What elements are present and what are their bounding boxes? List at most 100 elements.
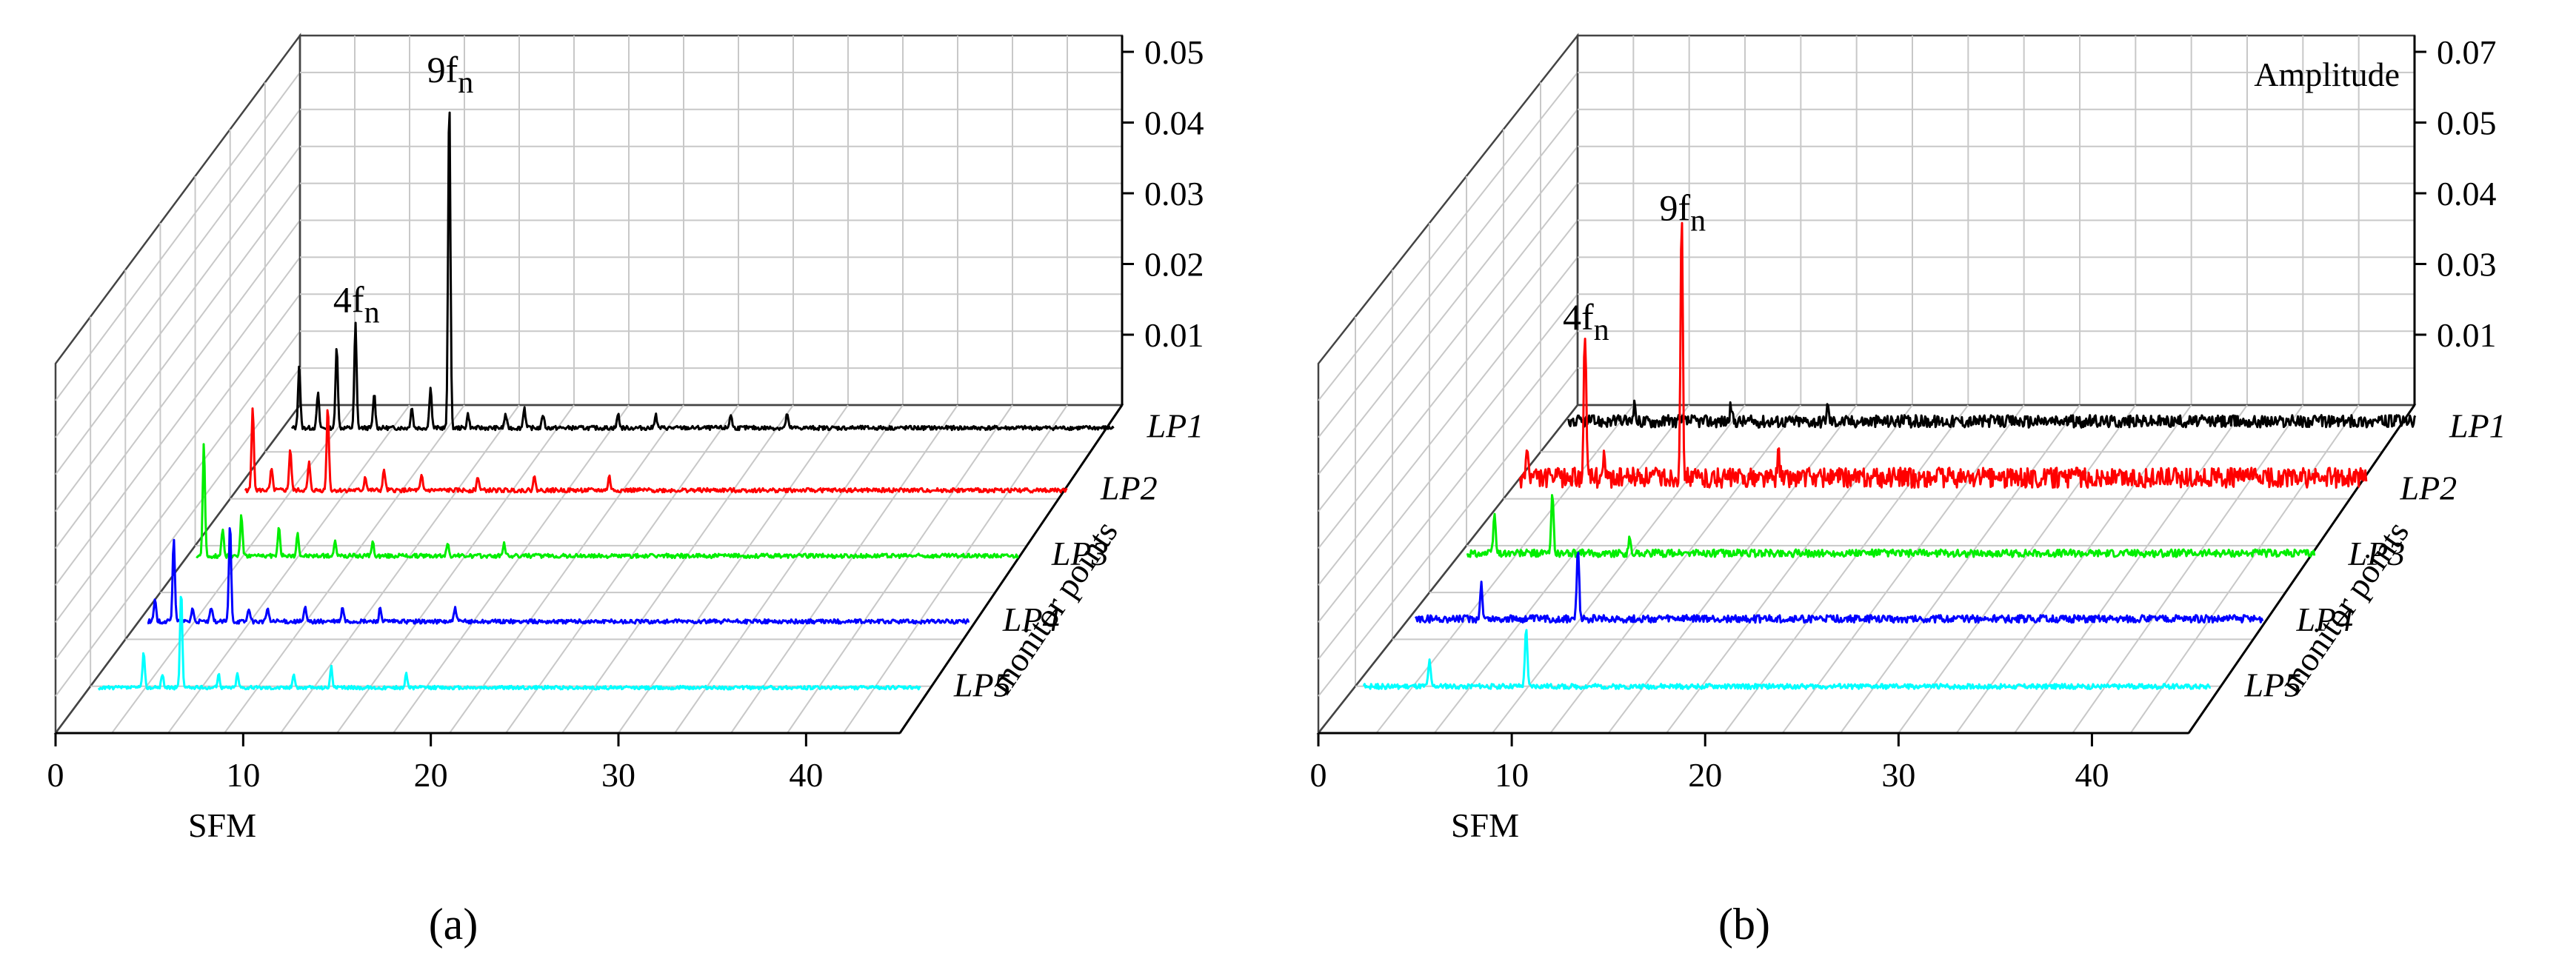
spectrum-line-lp4 (147, 526, 970, 625)
floor-gridline (2072, 404, 2304, 734)
x-tick-label: 10 (226, 756, 260, 794)
floor-gridline (1549, 404, 1802, 734)
floor-gridline (167, 404, 410, 734)
floor-gridline (1666, 404, 1913, 734)
x-tick-label: 20 (1688, 756, 1722, 794)
amplitude-tick-label: 0.01 (1144, 316, 1204, 354)
series-label-lp1: LP1 (1147, 407, 1204, 444)
floor-gridline (730, 404, 958, 734)
left-wall-gridline (55, 109, 301, 438)
peak-annotation: 4fn (1563, 296, 1609, 347)
panel-caption: (a) (429, 900, 478, 949)
left-wall-gridline (1318, 146, 1578, 475)
series-label-lp4: LP4 (2296, 601, 2354, 638)
floor-gridline (224, 404, 465, 734)
floor-gridline (1607, 404, 1858, 734)
x-tick-label: 20 (414, 756, 448, 794)
panel-caption: (b) (1718, 900, 1770, 949)
floor-gridline (674, 404, 904, 734)
series-label-lp5: LP5 (2244, 666, 2302, 703)
floor-gridline (336, 404, 575, 734)
amplitude-tick-label: 0.01 (2437, 316, 2497, 354)
amplitude-tick-label: 0.04 (2437, 175, 2497, 213)
x-tick-label: 40 (789, 756, 823, 794)
floor-gridline (505, 404, 739, 734)
spectrum-line-lp2 (244, 407, 1068, 494)
amplitude-tick-label: 0.07 (2437, 33, 2497, 71)
x-tick-label: 0 (47, 756, 64, 794)
floor-gridline (393, 404, 630, 734)
left-wall-gridline (1318, 367, 1578, 697)
floor-gridline (1375, 404, 1635, 734)
chart-panel-b: 0.01 0.03 0.04 0.05 0.07 Amplitude 0 10 20 30 40 SF… (1310, 33, 2506, 949)
amplitude-tick-label: 0.05 (2437, 104, 2497, 142)
floor-gridline (618, 404, 849, 734)
left-wall-gridline (55, 183, 301, 512)
floor-gridline (787, 404, 1013, 734)
x-tick-label: 10 (1495, 756, 1529, 794)
left-wall-gridline (55, 256, 301, 586)
series-label-lp5: LP5 (953, 666, 1011, 703)
left-wall-gridline (1318, 219, 1578, 549)
left-wall-gridline (55, 293, 301, 623)
floor-gridline (2129, 404, 2360, 734)
series-label-lp3: LP3 (1051, 535, 1109, 572)
peak-annotation-base: 4f (1563, 296, 1594, 338)
x-axis-title: SFM (188, 806, 256, 844)
left-wall-gridline (1318, 182, 1578, 512)
spectrum-line-lp3 (1466, 494, 2316, 558)
amplitude-tick-label: 0.02 (1144, 246, 1204, 284)
amplitude-tick-label: 0.04 (1144, 104, 1204, 142)
floor-gridline (1492, 404, 1746, 734)
floor-gridline (111, 404, 356, 734)
floor-gridline (1781, 404, 2025, 734)
left-wall-gridline (1318, 72, 1578, 401)
spectrum-line-lp2 (1518, 221, 2368, 489)
peak-annotation-subscript: n (1690, 204, 1706, 238)
peak-annotation-subscript: n (1594, 313, 1609, 347)
peak-annotation-subscript: n (364, 295, 380, 330)
amplitude-tick-label: 0.05 (1144, 33, 1204, 71)
depth-axis (2187, 404, 2416, 734)
depth-axis (898, 404, 1124, 734)
floor-gridline (561, 404, 794, 734)
left-wall-gridline (55, 146, 301, 475)
series-label-lp1: LP1 (2449, 407, 2506, 444)
left-wall-gridline (55, 72, 301, 401)
peak-annotation-base: 9f (1660, 187, 1691, 228)
x-tick-label: 0 (1310, 756, 1327, 794)
x-tick-label: 30 (601, 756, 635, 794)
left-wall-gridline (55, 367, 301, 697)
spectrum-line-lp1 (1567, 399, 2417, 429)
x-axis-title: SFM (1451, 806, 1519, 844)
peak-annotation: 9fn (1660, 187, 1706, 238)
floor-gridline (1898, 404, 2137, 734)
amplitude-tick-label: 0.03 (1144, 175, 1204, 213)
floor-gridline (1724, 404, 1969, 734)
floor-gridline (449, 404, 684, 734)
floor-gridline (843, 404, 1068, 734)
peak-annotation-subscript: n (458, 66, 473, 100)
peak-annotation: 4fn (333, 278, 380, 330)
left-wall-gridline (1318, 293, 1578, 623)
floor-gridline (280, 404, 520, 734)
left-wall-gridline (55, 330, 301, 660)
amplitude-axis-title: Amplitude (2254, 56, 2400, 93)
chart-panel-a: 0.01 0.02 0.03 0.04 0.05 0 10 20 30 40 SFM LP1 LP2 LP… (47, 33, 1204, 949)
spectrum-line-lp1 (290, 111, 1115, 432)
floor-gridline (2014, 404, 2248, 734)
floor-gridline (1955, 404, 2192, 734)
spectrum-line-lp3 (196, 443, 1020, 559)
peak-annotation-base: 9f (427, 49, 458, 90)
left-wall-gridline (1318, 256, 1578, 586)
peak-annotation: 9fn (427, 49, 474, 100)
depth-axis-title: monitor points (2272, 514, 2416, 700)
peak-annotation-base: 4f (333, 278, 364, 320)
series-label-lp2: LP2 (2400, 469, 2457, 507)
spectrum-line-lp5 (97, 595, 921, 691)
left-wall-gridline (55, 219, 301, 549)
spectrum-line-lp4 (1414, 551, 2264, 624)
floor-gridline (1840, 404, 2081, 734)
left-wall-gridline (1318, 330, 1578, 660)
